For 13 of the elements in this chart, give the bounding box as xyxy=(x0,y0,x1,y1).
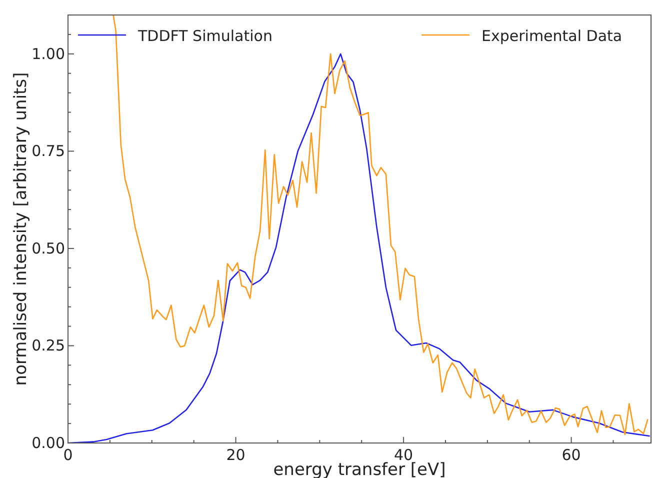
y-tick-label: 0.75 xyxy=(32,142,65,160)
line-series xyxy=(68,53,650,443)
y-tick-label: 1.00 xyxy=(32,44,65,63)
x-tick-label: 0 xyxy=(63,446,73,464)
y-tick-label: 0.00 xyxy=(32,434,65,452)
y-tick-label: 0.50 xyxy=(32,239,65,258)
legend-label: Experimental Data xyxy=(482,27,622,45)
y-axis-title: normalised intensity [arbitrary units] xyxy=(11,72,31,386)
x-tick-label: 20 xyxy=(226,446,246,464)
legend-label: TDDFT Simulation xyxy=(137,27,272,45)
x-tick-label: 60 xyxy=(562,446,581,464)
y-tick-label: 0.25 xyxy=(32,336,65,355)
line-series xyxy=(112,15,648,436)
